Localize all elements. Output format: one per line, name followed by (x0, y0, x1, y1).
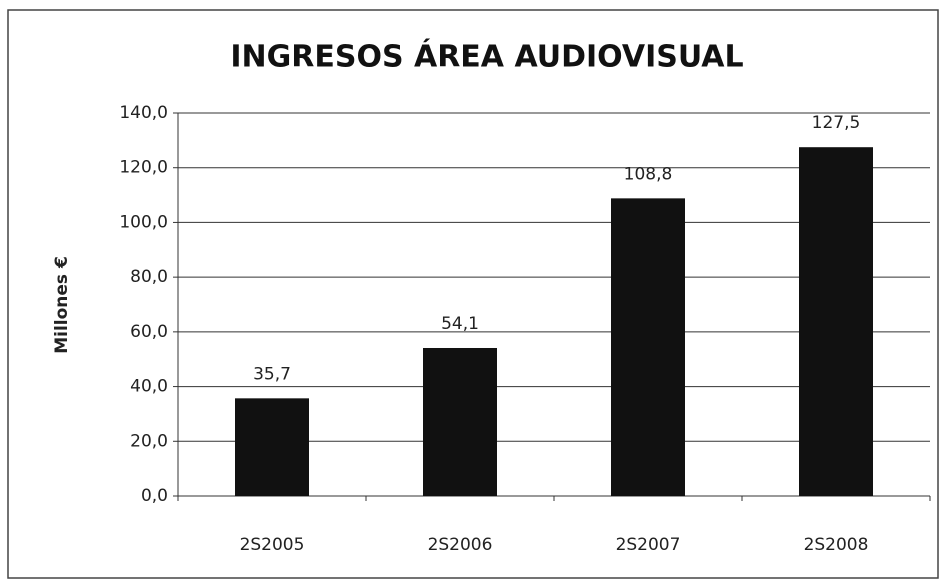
x-tick-label: 2S2005 (240, 535, 305, 555)
data-label: 35,7 (253, 364, 291, 384)
y-tick-label: 80,0 (130, 267, 168, 287)
x-tick-label: 2S2007 (616, 535, 681, 555)
chart-title: INGRESOS ÁREA AUDIOVISUAL (230, 39, 743, 75)
x-tick-label: 2S2008 (804, 535, 869, 555)
bar (611, 198, 685, 496)
y-tick-label: 100,0 (119, 212, 168, 232)
y-tick-label: 0,0 (141, 486, 168, 506)
data-label: 127,5 (812, 113, 861, 133)
data-label: 108,8 (624, 164, 673, 184)
bar (235, 398, 309, 496)
y-tick-label: 40,0 (130, 377, 168, 397)
y-tick-label: 120,0 (119, 158, 168, 178)
y-tick-label: 20,0 (130, 431, 168, 451)
y-axis-label: Millones € (52, 256, 72, 354)
bar (423, 347, 497, 496)
y-tick-label: 60,0 (130, 322, 168, 342)
bar (799, 147, 873, 497)
data-label: 54,1 (441, 314, 479, 334)
x-tick-label: 2S2006 (428, 535, 493, 555)
y-tick-label: 140,0 (119, 103, 168, 123)
